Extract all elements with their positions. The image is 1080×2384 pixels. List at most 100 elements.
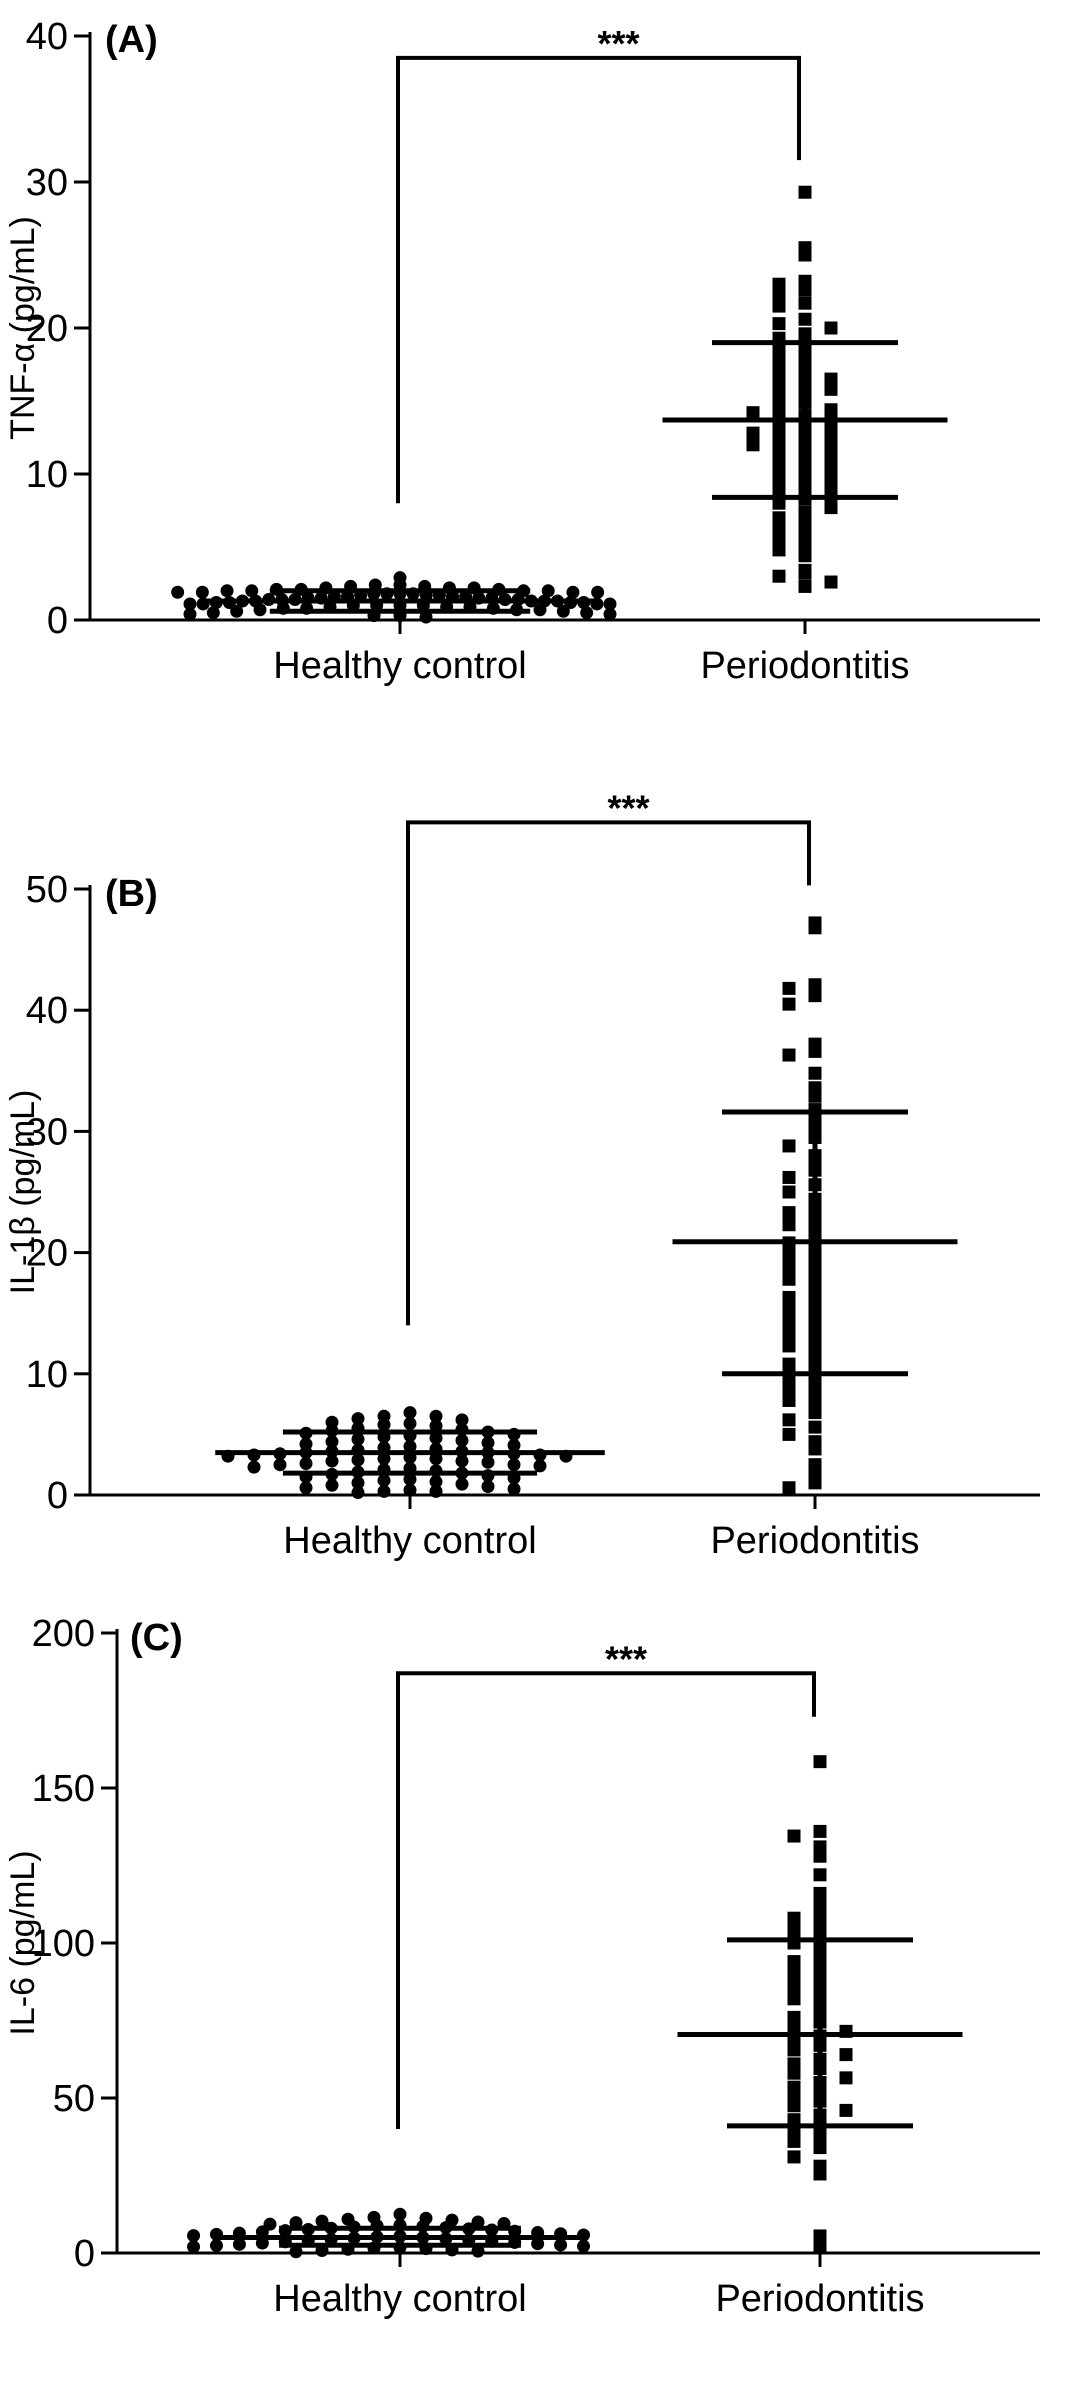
data-point [429,1484,443,1498]
data-point [209,2239,223,2253]
data-point [798,515,812,529]
data-point [507,1458,521,1472]
data-point [533,1459,547,1473]
data-point [403,1483,417,1497]
data-point [787,2099,801,2113]
y-tick-label: 50 [26,869,68,911]
data-point [824,467,838,481]
data-point [824,575,838,589]
data-point [481,1436,495,1450]
data-point [798,505,812,519]
data-point [591,585,605,599]
data-point [403,1416,417,1430]
data-point [481,1480,495,1494]
data-point [813,1755,827,1769]
data-point [782,1327,796,1341]
data-point [813,2167,827,2181]
data-point [813,2229,827,2243]
data-point [772,464,786,478]
data-point [782,1339,796,1353]
data-point [808,978,822,992]
x-tick-label: Periodontitis [715,2278,924,2320]
data-point [772,531,786,545]
data-point [787,1979,801,1993]
data-point [206,606,220,620]
y-tick-label: 20 [26,1233,68,1275]
data-point [566,585,580,599]
data-point [808,1066,822,1080]
data-point [325,1435,339,1449]
data-point [808,1375,822,1389]
data-point [813,1868,827,1882]
data-point [824,382,838,396]
panel-a: 0 10 20 30 40 Healthy control Periodontitis TNF… [4,16,1040,687]
data-point [808,1476,822,1490]
data-point [824,447,838,461]
significance-label: *** [597,23,639,64]
data-point [772,317,786,331]
data-point [798,248,812,262]
data-point [577,2239,591,2253]
data-point [787,1911,801,1925]
data-point [556,604,570,618]
panel-c: 0 50 100 150 200 Healthy control Periodontitis… [4,1613,1040,2320]
y-tick-label: 40 [26,990,68,1032]
data-point [351,1486,365,1500]
data-point [772,400,786,414]
data-point [787,2134,801,2148]
data-point [839,2048,853,2062]
data-point [798,296,812,310]
y-tick-label: 30 [26,1111,68,1153]
data-point [351,1432,365,1446]
data-point [813,2240,827,2254]
significance-bracket [396,1671,816,2129]
data-point [403,1406,417,1420]
data-point [798,185,812,199]
data-point [471,2244,485,2258]
data-point [798,579,812,593]
data-point [772,569,786,583]
data-point [813,2141,827,2155]
data-point [782,1427,796,1441]
y-tick-label: 30 [26,162,68,204]
data-point [782,1248,796,1262]
data-point [813,1917,827,1931]
data-point [782,1218,796,1232]
data-point [787,1924,801,1938]
data-point [325,1454,339,1468]
data-point [245,584,259,598]
data-point [824,501,838,515]
data-point [798,537,812,551]
data-point [808,1442,822,1456]
y-tick-label: 0 [47,1475,68,1517]
significance-label: *** [605,1638,647,1679]
data-point [808,1420,822,1434]
data-point [772,496,786,510]
data-point [782,1048,796,1062]
data-point [782,1290,796,1304]
panel-label: (A) [105,19,158,61]
x-tick-label: Healthy control [273,645,526,687]
data-point [471,2215,485,2229]
data-point [429,1475,443,1489]
data-point [419,610,433,624]
data-point [782,997,796,1011]
data-point [429,1452,443,1466]
data-point [798,525,812,539]
data-point [772,299,786,313]
data-point [787,1967,801,1981]
data-point [429,1409,443,1423]
data-point [325,1478,339,1492]
data-point [183,597,197,611]
y-tick-label: 10 [26,454,68,496]
data-point [351,1412,365,1426]
x-tick-label: Periodontitis [710,1520,919,1562]
data-point [782,1139,796,1153]
y-tick-label: 40 [26,16,68,58]
data-point [813,2128,827,2142]
y-tick-label: 0 [47,600,68,642]
data-point [429,1431,443,1445]
significance-bracket [396,55,801,504]
data-point [772,454,786,468]
